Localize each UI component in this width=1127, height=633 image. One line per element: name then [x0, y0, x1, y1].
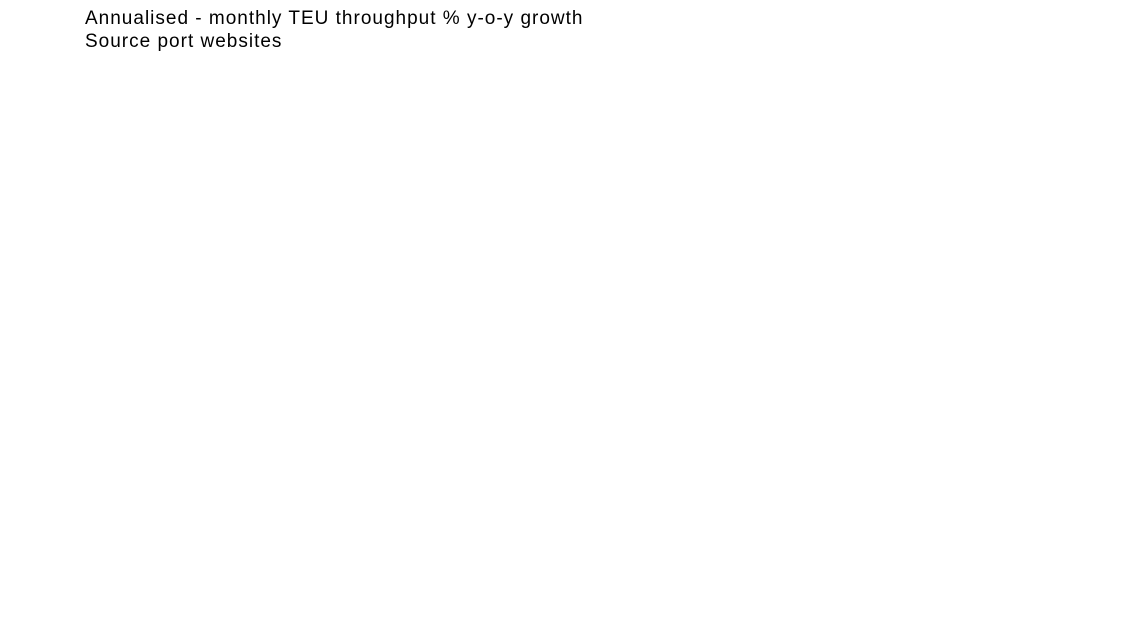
chart-title: Annualised - monthly TEU throughput % y-… [85, 8, 583, 29]
chart-subtitle: Source port websites [85, 31, 282, 52]
